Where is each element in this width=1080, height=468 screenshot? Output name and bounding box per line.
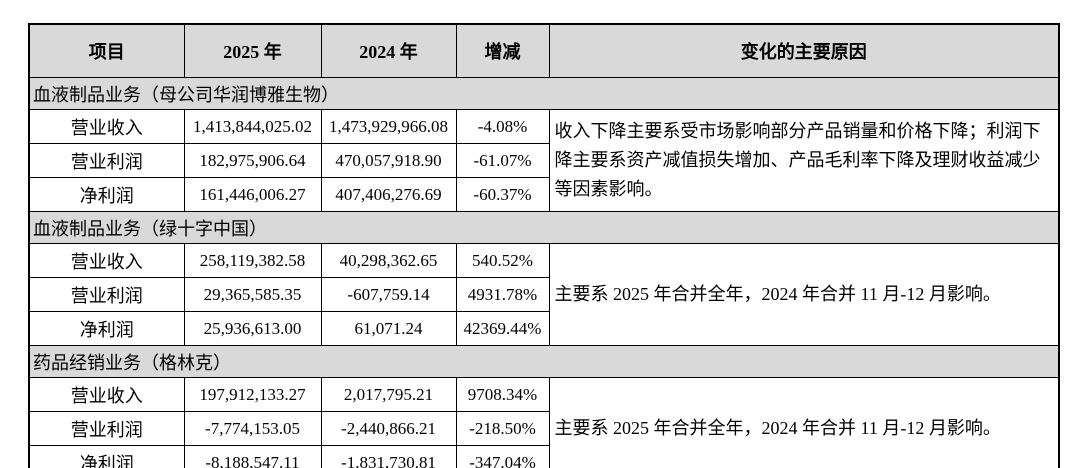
table-header-row: 项目 2025 年 2024 年 增减 变化的主要原因 [28, 23, 1060, 78]
value-2025: 1,413,844,025.02 [183, 109, 322, 144]
value-2024: 470,057,918.90 [320, 143, 457, 178]
section-title-row-blood-parent: 血液制品业务（母公司华润博雅生物） [28, 77, 1060, 110]
row-item-label: 营业收入 [28, 109, 185, 144]
row-item-label: 营业收入 [28, 377, 185, 412]
reason-cell: 主要系 2025 年合并全年，2024 年合并 11 月-12 月影响。 [548, 243, 1060, 346]
value-2025: 161,446,006.27 [183, 177, 322, 212]
value-2024: 2,017,795.21 [320, 377, 457, 412]
table-row: 营业利润 -7,774,153.05 -2,440,866.21 -218.50… [28, 411, 1059, 446]
header-change: 增减 [455, 23, 550, 78]
header-item: 项目 [28, 23, 185, 78]
value-2024: 61,071.24 [320, 311, 457, 346]
section-title: 血液制品业务（绿十字中国） [28, 211, 1060, 244]
table-row: 营业利润 182,975,906.64 470,057,918.90 -61.0… [28, 143, 1059, 178]
row-item-label: 营业利润 [28, 277, 185, 312]
row-item-label: 营业收入 [28, 243, 185, 278]
value-change: -347.04% [455, 445, 550, 468]
table-row: 净利润 161,446,006.27 407,406,276.69 -60.37… [28, 177, 1059, 212]
row-item-label: 营业利润 [28, 143, 185, 178]
section-title-row-blood-greencross: 血液制品业务（绿十字中国） [28, 211, 1060, 244]
value-2025: 29,365,585.35 [183, 277, 322, 312]
table-row: 净利润 -8,188,547.11 -1,831,730.81 -347.04% [28, 445, 1059, 468]
header-reason: 变化的主要原因 [548, 23, 1060, 78]
value-change: -60.37% [455, 177, 550, 212]
value-2024: -607,759.14 [320, 277, 457, 312]
row-item-label: 净利润 [28, 311, 185, 346]
segment-comparison-table: 项目 2025 年 2024 年 增减 变化的主要原因 血液制品业务（母公司华润… [28, 23, 1060, 468]
section-title-row-drug-distribution: 药品经销业务（格林克） [28, 345, 1060, 378]
value-2025: -7,774,153.05 [183, 411, 322, 446]
value-2025: 197,912,133.27 [183, 377, 322, 412]
row-item-label: 营业利润 [28, 411, 185, 446]
value-2025: 182,975,906.64 [183, 143, 322, 178]
value-change: 42369.44% [455, 311, 550, 346]
table-row: 营业利润 29,365,585.35 -607,759.14 4931.78% [28, 277, 1059, 312]
header-2025: 2025 年 [183, 23, 322, 78]
reason-cell: 主要系 2025 年合并全年，2024 年合并 11 月-12 月影响。 [548, 377, 1060, 468]
table-row: 营业收入 258,119,382.58 40,298,362.65 540.52… [28, 243, 1060, 346]
table-row: 营业收入 197,912,133.27 2,017,795.21 9708.34… [28, 377, 1060, 468]
value-2024: -1,831,730.81 [320, 445, 457, 468]
value-2024: 1,473,929,966.08 [320, 109, 457, 144]
table-row: 营业收入 1,413,844,025.02 1,473,929,966.08 -… [28, 109, 1060, 212]
value-2024: -2,440,866.21 [320, 411, 457, 446]
value-2024: 407,406,276.69 [320, 177, 457, 212]
value-2024: 40,298,362.65 [320, 243, 457, 278]
reason-cell: 收入下降主要系受市场影响部分产品销量和价格下降；利润下降主要系资产减值损失增加、… [548, 109, 1060, 212]
value-2025: 258,119,382.58 [183, 243, 322, 278]
value-change: -4.08% [455, 109, 550, 144]
value-change: -61.07% [455, 143, 550, 178]
value-change: 9708.34% [455, 377, 550, 412]
value-change: 540.52% [455, 243, 550, 278]
section-title: 药品经销业务（格林克） [28, 345, 1060, 378]
value-2025: -8,188,547.11 [183, 445, 322, 468]
header-2024: 2024 年 [320, 23, 457, 78]
row-item-label: 净利润 [28, 445, 185, 468]
row-item-label: 净利润 [28, 177, 185, 212]
value-change: 4931.78% [455, 277, 550, 312]
section-title: 血液制品业务（母公司华润博雅生物） [28, 77, 1060, 110]
table-row: 净利润 25,936,613.00 61,071.24 42369.44% [28, 311, 1059, 346]
value-change: -218.50% [455, 411, 550, 446]
value-2025: 25,936,613.00 [183, 311, 322, 346]
